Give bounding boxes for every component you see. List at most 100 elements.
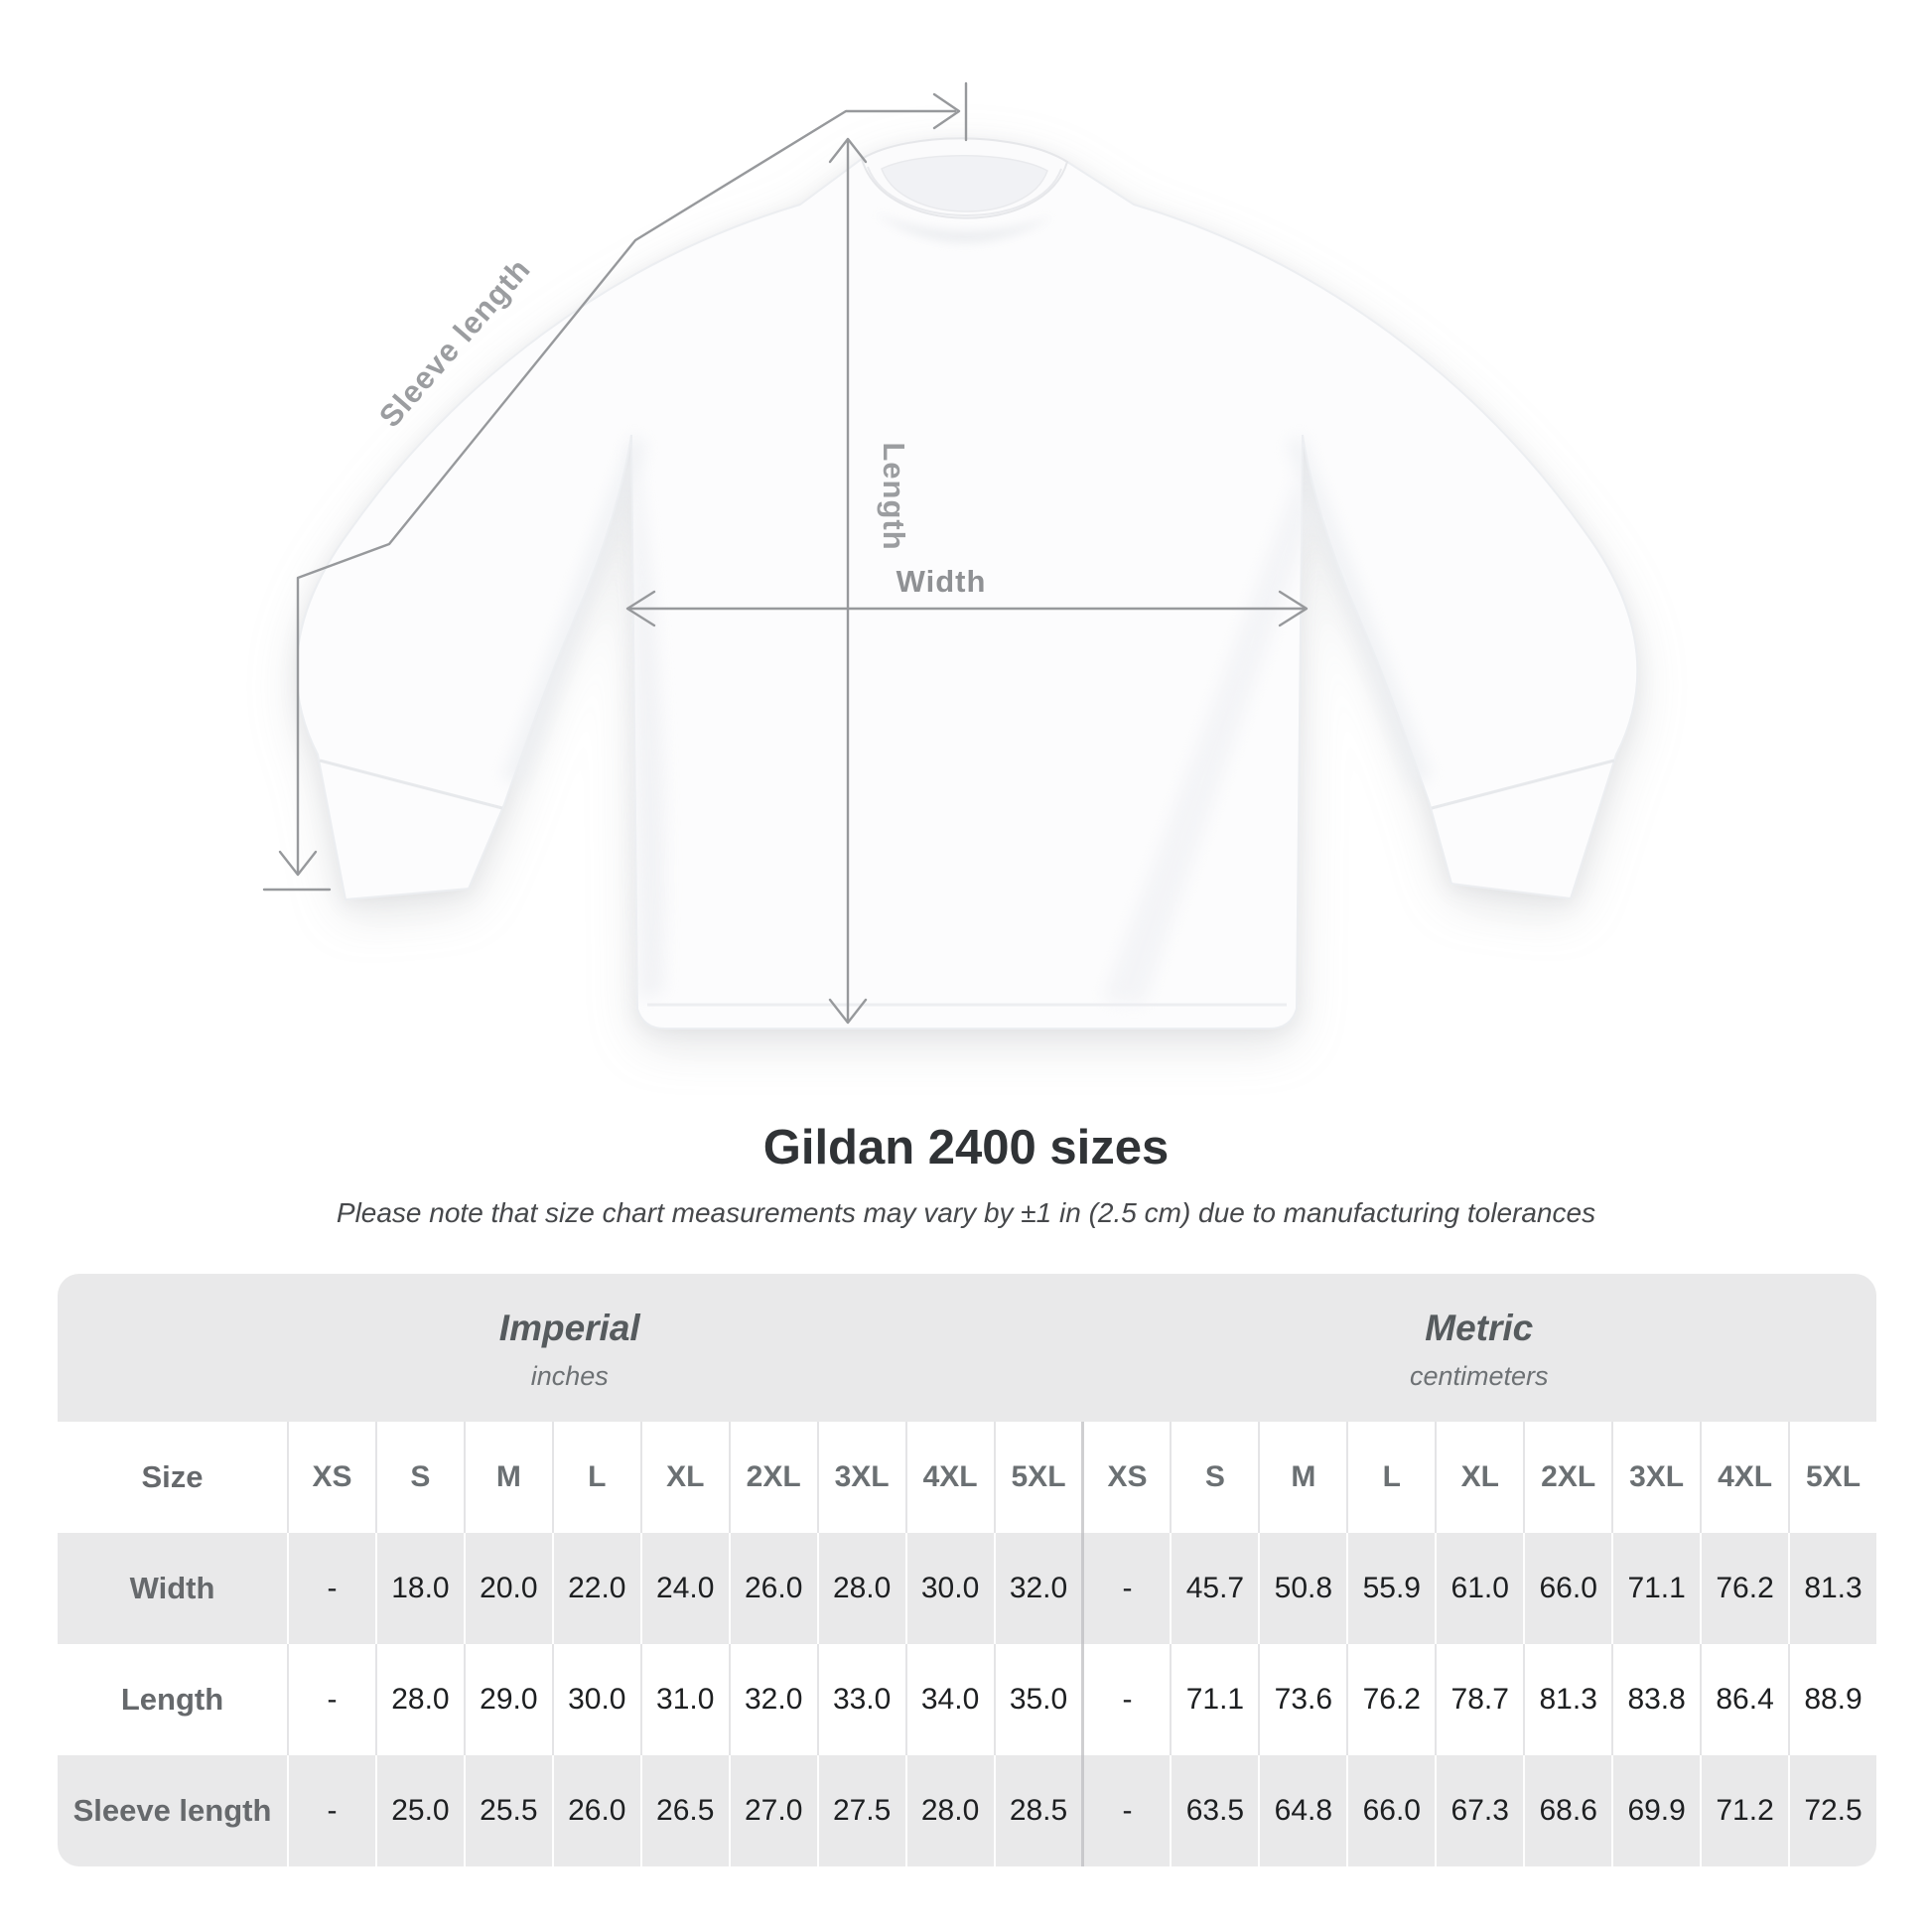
right-sleeve-crease <box>1287 435 1432 786</box>
imperial-title: Imperial <box>498 1308 640 1348</box>
value-cell: 25.5 <box>463 1755 552 1866</box>
size-header-cell: XL <box>639 1422 729 1533</box>
value-cell: 50.8 <box>1258 1533 1346 1644</box>
value-cell: 71.1 <box>1170 1644 1258 1755</box>
value-cell: 34.0 <box>904 1644 994 1755</box>
value-cell: 76.2 <box>1700 1533 1788 1644</box>
width-label: Width <box>897 564 987 599</box>
value-cell: 63.5 <box>1170 1755 1258 1866</box>
page-subtitle: Please note that size chart measurements… <box>336 1197 1596 1228</box>
size-header-cell: 3XL <box>816 1422 905 1533</box>
value-cell: 18.0 <box>374 1533 464 1644</box>
sleeve-length-measure <box>262 81 968 892</box>
value-cell: 81.3 <box>1788 1533 1876 1644</box>
value-cell: - <box>287 1533 375 1644</box>
value-cell: 61.0 <box>1435 1533 1523 1644</box>
shirt-illustration <box>295 137 1639 1030</box>
size-corner-header: Size <box>141 1459 204 1494</box>
value-cell: - <box>287 1755 375 1866</box>
value-cell: 24.0 <box>639 1533 729 1644</box>
size-header-cell: L <box>1346 1422 1435 1533</box>
unit-band: Imperial inches Metric centimeters <box>58 1274 1876 1422</box>
unit-group-metric: Metric centimeters <box>1082 1274 1877 1422</box>
collar-seam <box>867 166 1062 216</box>
row-width: Width -18.0 20.0 22.0 24.0 26.0 28.0 30.0 32.0-4… <box>58 1533 1876 1644</box>
right-cuff-seam <box>1431 759 1615 810</box>
value-cell: 33.0 <box>816 1644 905 1755</box>
size-header-cell: M <box>463 1422 552 1533</box>
shirt-body <box>295 137 1639 1030</box>
value-cell: 29.0 <box>463 1644 552 1755</box>
imperial-unit: inches <box>530 1361 609 1391</box>
value-cell: 26.0 <box>728 1533 817 1644</box>
row-label: Sleeve length <box>72 1793 272 1828</box>
value-cell: - <box>287 1644 375 1755</box>
value-cell: 30.0 <box>904 1533 994 1644</box>
value-cell: 32.0 <box>993 1533 1082 1644</box>
value-cell: 76.2 <box>1346 1644 1435 1755</box>
metric-unit: centimeters <box>1409 1361 1549 1391</box>
metric-title: Metric <box>1425 1308 1534 1348</box>
value-cell: 26.0 <box>551 1755 640 1866</box>
row-length: Length -28.0 29.0 30.0 31.0 32.0 33.0 34.0 35.0-… <box>58 1644 1876 1755</box>
value-cell: 83.8 <box>1611 1644 1700 1755</box>
length-measure <box>828 137 868 1025</box>
size-header-cell: XS <box>1081 1422 1170 1533</box>
value-cell: - <box>1081 1755 1170 1866</box>
value-cell: 28.0 <box>904 1755 994 1866</box>
shirt-measurement-diagram: Sleeve length Length Width <box>262 81 1639 1030</box>
value-cell: - <box>1081 1644 1170 1755</box>
value-cell: 73.6 <box>1258 1644 1346 1755</box>
size-header-cell: 4XL <box>1700 1422 1788 1533</box>
value-cell: 31.0 <box>639 1644 729 1755</box>
left-cuff-seam <box>319 759 503 810</box>
row-label: Width <box>129 1571 215 1605</box>
size-header-cell: 5XL <box>1788 1422 1876 1533</box>
width-measure <box>625 590 1309 627</box>
value-cell: 27.0 <box>728 1755 817 1866</box>
value-cell: 28.0 <box>374 1644 464 1755</box>
length-label: Length <box>877 442 911 550</box>
left-sleeve-crease <box>502 435 647 786</box>
size-header-cell: 2XL <box>728 1422 817 1533</box>
value-cell: 45.7 <box>1170 1533 1258 1644</box>
size-header-row: Size XS S M L XL 2XL 3XL 4XL 5XL XS S M L XL 2XL 3XL 4XL… <box>58 1422 1876 1533</box>
value-cell: 66.0 <box>1346 1755 1435 1866</box>
value-cell: 32.0 <box>728 1644 817 1755</box>
value-cell: 25.0 <box>374 1755 464 1866</box>
unit-group-imperial: Imperial inches <box>58 1274 1082 1422</box>
value-cell: 66.0 <box>1523 1533 1611 1644</box>
size-header-cell: S <box>374 1422 464 1533</box>
value-cell: 20.0 <box>463 1533 552 1644</box>
row-label: Length <box>120 1682 224 1717</box>
under-collar-shadow <box>874 213 1054 243</box>
value-cell: 28.5 <box>993 1755 1082 1866</box>
value-cell: 27.5 <box>816 1755 905 1866</box>
size-header-cell: S <box>1170 1422 1258 1533</box>
value-cell: 71.1 <box>1611 1533 1700 1644</box>
size-header-cell: 3XL <box>1611 1422 1700 1533</box>
size-header-cell: XL <box>1435 1422 1523 1533</box>
value-cell: 55.9 <box>1346 1533 1435 1644</box>
size-header-cell: 5XL <box>993 1422 1082 1533</box>
value-cell: 28.0 <box>816 1533 905 1644</box>
value-cell: 88.9 <box>1788 1644 1876 1755</box>
size-table: Imperial inches Metric centimeters Size … <box>58 1274 1876 1866</box>
value-cell: 69.9 <box>1611 1755 1700 1866</box>
size-header-cell: 4XL <box>904 1422 994 1533</box>
size-header-cell: 2XL <box>1523 1422 1611 1533</box>
value-cell: 22.0 <box>551 1533 640 1644</box>
table-body: Width -18.0 20.0 22.0 24.0 26.0 28.0 30.0 32.0-4… <box>58 1533 1876 1866</box>
value-cell: - <box>1081 1533 1170 1644</box>
size-header-cell: L <box>551 1422 640 1533</box>
value-cell: 68.6 <box>1523 1755 1611 1866</box>
value-cell: 67.3 <box>1435 1755 1523 1866</box>
collar-opening <box>881 155 1048 212</box>
value-cell: 64.8 <box>1258 1755 1346 1866</box>
body-left-shading <box>631 447 666 999</box>
value-cell: 26.5 <box>639 1755 729 1866</box>
size-header-cell: M <box>1258 1422 1346 1533</box>
value-cell: 35.0 <box>993 1644 1082 1755</box>
row-sleeve-length: Sleeve length -25.0 25.5 26.0 26.5 27.0 27.5 28… <box>58 1755 1876 1866</box>
